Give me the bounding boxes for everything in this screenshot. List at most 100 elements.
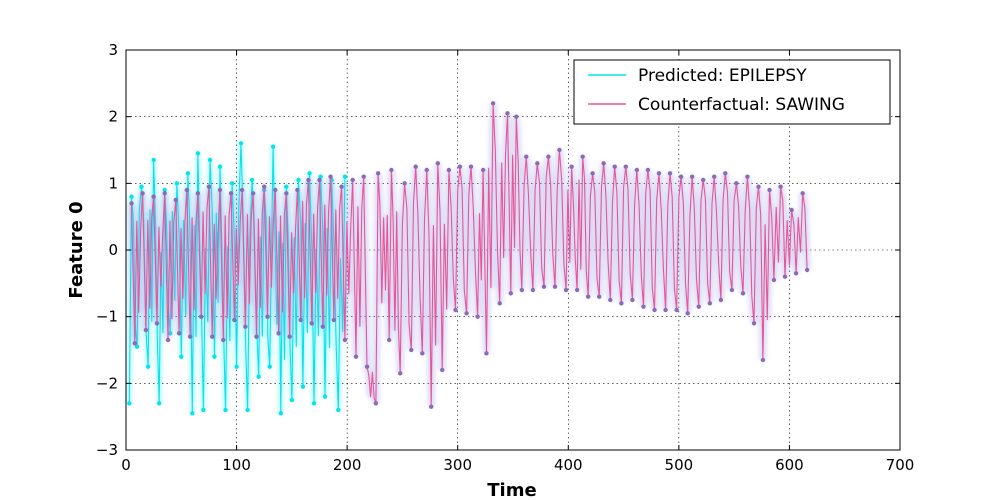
point-predicted: [156, 401, 162, 406]
point-counterfactual: [601, 161, 606, 166]
point-predicted: [289, 397, 295, 403]
point-predicted: [185, 171, 191, 176]
point-predicted: [139, 184, 144, 189]
point-counterfactual: [718, 297, 724, 303]
point-counterfactual: [541, 284, 547, 289]
point-counterfactual: [723, 171, 728, 176]
x-tick-label: 700: [886, 456, 915, 474]
point-predicted: [127, 401, 132, 406]
point-counterfactual: [342, 337, 348, 343]
point-counterfactual: [232, 317, 237, 323]
y-tick-label: 1: [108, 174, 118, 192]
point-counterfactual: [254, 334, 259, 339]
point-counterfactual: [409, 347, 414, 353]
x-tick-label: 200: [333, 456, 362, 474]
point-counterfactual: [287, 334, 292, 339]
point-predicted: [238, 141, 244, 146]
point-counterfactual: [557, 147, 562, 153]
point-counterfactual: [353, 354, 359, 359]
point-predicted: [300, 384, 306, 389]
point-counterfactual: [552, 284, 558, 289]
point-counterfactual: [386, 337, 392, 343]
point-counterfactual: [674, 307, 679, 313]
point-counterfactual: [630, 297, 635, 303]
point-counterfactual: [165, 337, 171, 343]
point-predicted: [179, 354, 184, 359]
point-predicted: [336, 407, 341, 413]
point-counterfactual: [778, 184, 783, 189]
legend: Predicted: EPILEPSY Counterfactual: SAWI…: [573, 59, 891, 125]
point-predicted: [223, 407, 228, 413]
point-counterfactual: [132, 341, 138, 346]
point-counterfactual: [535, 161, 540, 166]
point-counterfactual: [667, 171, 673, 176]
point-predicted: [134, 344, 140, 349]
point-counterfactual: [140, 191, 145, 196]
point-predicted: [318, 174, 323, 179]
point-counterfactual: [800, 191, 805, 196]
point-predicted: [249, 177, 255, 183]
point-counterfactual: [767, 187, 772, 193]
point-counterfactual: [505, 111, 510, 116]
point-counterfactual: [435, 161, 441, 166]
point-counterfactual: [273, 187, 278, 193]
point-counterfactual: [771, 277, 777, 283]
point-counterfactual: [700, 177, 706, 183]
point-counterfactual: [734, 181, 739, 186]
point-counterfactual: [154, 321, 160, 326]
point-counterfactual: [306, 177, 311, 183]
point-counterfactual: [221, 337, 226, 343]
point-counterfactual: [729, 287, 735, 293]
point-counterfactual: [740, 291, 746, 296]
point-predicted: [229, 181, 235, 186]
point-predicted: [174, 181, 180, 186]
point-counterfactual: [789, 207, 794, 213]
point-counterfactual: [597, 294, 602, 299]
x-axis-title: Time: [487, 480, 536, 500]
point-counterfactual: [424, 167, 429, 173]
legend-box: [573, 59, 891, 125]
point-counterfactual: [793, 271, 799, 276]
point-counterfactual: [250, 191, 256, 196]
point-counterfactual: [804, 267, 810, 273]
point-counterfactual: [464, 311, 469, 316]
point-counterfactual: [446, 167, 452, 173]
x-tick-label: 500: [665, 456, 694, 474]
point-predicted: [322, 394, 328, 399]
point-counterfactual: [320, 324, 326, 329]
point-counterfactual: [339, 184, 344, 189]
ticks: 0 100 200 300 400 500 600 700 −3 −2 −1 0 1 2 3: [96, 41, 914, 474]
point-counterfactual: [389, 167, 394, 173]
point-counterfactual: [364, 364, 370, 369]
point-counterfactual: [206, 184, 212, 189]
point-counterfactual: [580, 154, 585, 159]
point-counterfactual: [760, 357, 766, 363]
point-counterfactual: [276, 331, 281, 336]
point-counterfactual: [331, 317, 337, 323]
legend-label-counterfactual: Counterfactual: SAWING: [638, 95, 845, 115]
y-tick-label: 2: [108, 108, 118, 126]
x-tick-label: 100: [222, 456, 251, 474]
point-counterfactual: [262, 184, 267, 189]
point-counterfactual: [162, 191, 167, 196]
point-counterfactual: [309, 321, 314, 326]
point-counterfactual: [350, 177, 355, 183]
point-counterfactual: [530, 287, 536, 293]
point-predicted: [217, 164, 223, 169]
series-layer: [126, 101, 811, 416]
point-counterfactual: [453, 307, 458, 313]
point-counterfactual: [652, 307, 657, 313]
x-tick-label: 400: [554, 456, 583, 474]
point-counterfactual: [497, 301, 502, 306]
point-counterfactual: [712, 174, 717, 179]
x-tick-label: 0: [121, 456, 131, 474]
point-counterfactual: [195, 191, 201, 196]
point-counterfactual: [484, 351, 489, 356]
point-predicted: [256, 374, 261, 379]
point-counterfactual: [656, 171, 662, 176]
point-counterfactual: [298, 317, 303, 323]
y-tick-label: 0: [108, 241, 118, 259]
point-counterfactual: [243, 324, 248, 329]
point-counterfactual: [373, 401, 379, 406]
point-counterfactual: [751, 321, 757, 326]
